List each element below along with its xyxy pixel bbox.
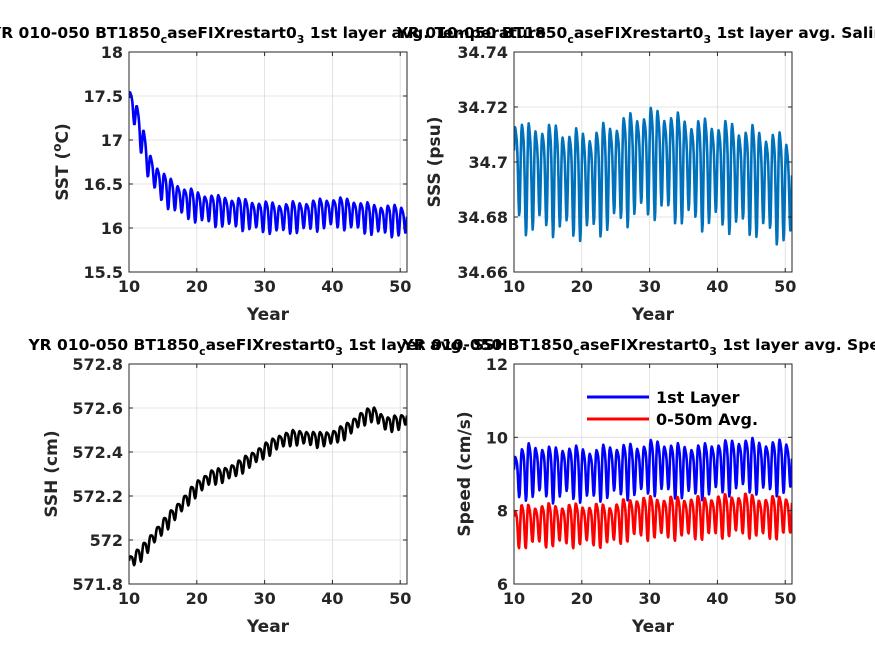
chart-title: YR 010-050 BT1850caseFIXrestart03 1st la… <box>27 336 507 358</box>
y-axis-label: Speed (cm/s) <box>455 411 475 536</box>
x-tick-label: 50 <box>774 277 796 296</box>
y-label-superscript: o <box>50 143 64 151</box>
y-axis-label: SST (oC) <box>50 123 73 201</box>
title-mid: aseFIXrestart0 <box>206 336 336 354</box>
y-axis-label: SSH (cm) <box>42 430 62 517</box>
x-tick-label: 10 <box>503 589 525 608</box>
title-tail: 1st layer avg. SSH <box>343 336 508 354</box>
chart-panel-4: 10 20 30 40 50 6 8 10 12 Year Speed (cm/s) YR 010-0… <box>402 336 875 637</box>
y-tick-label: 34.72 <box>457 98 508 117</box>
chart-panel-3: 10 20 30 40 50 571.8 572 572.2 572.4 572.6 572.8 Ye… <box>27 336 507 637</box>
title-tail: 1st layer avg. Temperature <box>304 24 546 42</box>
chart-panel-2: 10 20 30 40 50 34.66 34.68 34.7 34.72 34.74 Year SS… <box>396 24 875 325</box>
y-tick-label: 572.4 <box>72 443 123 462</box>
y-tick-label: 16 <box>101 219 123 238</box>
title-subscript: c <box>161 33 168 46</box>
y-label-tail: C) <box>53 123 73 143</box>
x-tick-label: 30 <box>253 277 275 296</box>
series-line-1 <box>129 406 407 567</box>
x-tick-label: 20 <box>186 589 208 608</box>
x-tick-label: 30 <box>638 277 660 296</box>
x-tick-label: 30 <box>638 589 660 608</box>
x-tick-label: 50 <box>389 277 411 296</box>
y-label-main: SST ( <box>53 152 73 201</box>
y-axis-label: SSS (psu) <box>425 116 445 207</box>
y-tick-label: 8 <box>497 502 508 521</box>
y-tick-label: 34.66 <box>457 263 508 282</box>
chart-panel-1: 10 20 30 40 50 15.5 16 16.5 17 17.5 18 Year SST (oC)… <box>0 24 546 325</box>
x-tick-label: 40 <box>706 589 728 608</box>
y-tick-label: 15.5 <box>84 263 123 282</box>
y-tick-label: 572.2 <box>72 487 123 506</box>
axes-box <box>513 363 793 585</box>
legend-label: 1st Layer <box>656 388 740 407</box>
y-tick-label: 34.7 <box>469 153 508 172</box>
chart-title: YR 010-050 BT1850caseFIXrestart03 1st la… <box>402 336 875 358</box>
title-subscript: 3 <box>703 33 711 46</box>
title-subscript: c <box>199 345 206 358</box>
axes-box <box>128 51 408 273</box>
y-tick-label: 34.74 <box>457 43 508 62</box>
y-tick-label: 17.5 <box>84 87 123 106</box>
x-tick-label: 10 <box>118 277 140 296</box>
title-main: YR 010-050 BT1850 <box>396 24 568 42</box>
x-tick-label: 40 <box>706 277 728 296</box>
y-tick-label: 18 <box>101 43 123 62</box>
y-tick-label: 572.8 <box>72 355 123 374</box>
series-line-1 <box>129 91 407 239</box>
title-mid: aseFIXrestart0 <box>574 24 704 42</box>
title-subscript: 3 <box>709 345 717 358</box>
title-mid: aseFIXrestart0 <box>580 336 710 354</box>
x-tick-label: 40 <box>321 589 343 608</box>
x-tick-label: 20 <box>571 277 593 296</box>
x-tick-label: 40 <box>321 277 343 296</box>
plot-area <box>129 52 407 272</box>
title-main: YR 010-050 BT1850 <box>402 336 574 354</box>
title-main: YR 010-050 BT1850 <box>27 336 199 354</box>
title-tail: 1st layer avg. Salinity <box>711 24 875 42</box>
x-tick-label: 10 <box>503 277 525 296</box>
legend: 1st Layer 0-50m Avg. <box>587 388 758 429</box>
y-tick-label: 572.6 <box>72 399 123 418</box>
plot-area <box>129 364 407 584</box>
title-subscript: 3 <box>297 33 305 46</box>
x-axis-label: Year <box>631 305 675 325</box>
axes-box <box>128 363 408 585</box>
x-axis-label: Year <box>246 617 290 637</box>
title-subscript: c <box>567 33 574 46</box>
series-line-1 <box>514 436 792 505</box>
x-tick-label: 50 <box>389 589 411 608</box>
y-tick-label: 17 <box>101 131 123 150</box>
x-tick-label: 10 <box>118 589 140 608</box>
y-tick-label: 572 <box>90 531 123 550</box>
chart-title: YR 010-050 BT1850caseFIXrestart03 1st la… <box>396 24 875 46</box>
x-tick-label: 50 <box>774 589 796 608</box>
series-line-2 <box>514 492 792 550</box>
y-tick-label: 12 <box>486 355 508 374</box>
title-mid: aseFIXrestart0 <box>167 24 297 42</box>
y-tick-label: 6 <box>497 575 508 594</box>
title-subscript: 3 <box>335 345 343 358</box>
y-tick-label: 16.5 <box>84 175 123 194</box>
x-tick-label: 20 <box>186 277 208 296</box>
x-tick-label: 20 <box>571 589 593 608</box>
title-main: YR 010-050 BT1850 <box>0 24 161 42</box>
y-tick-label: 571.8 <box>72 575 123 594</box>
x-axis-label: Year <box>246 305 290 325</box>
title-tail: 1st layer avg. Speed <box>717 336 875 354</box>
x-axis-label: Year <box>631 617 675 637</box>
series-line-1 <box>514 106 792 246</box>
chart-title: YR 010-050 BT1850caseFIXrestart03 1st la… <box>0 24 546 46</box>
y-tick-label: 34.68 <box>457 208 508 227</box>
legend-label: 0-50m Avg. <box>656 410 758 429</box>
title-subscript: c <box>573 345 580 358</box>
x-tick-label: 30 <box>253 589 275 608</box>
y-tick-label: 10 <box>486 428 508 447</box>
